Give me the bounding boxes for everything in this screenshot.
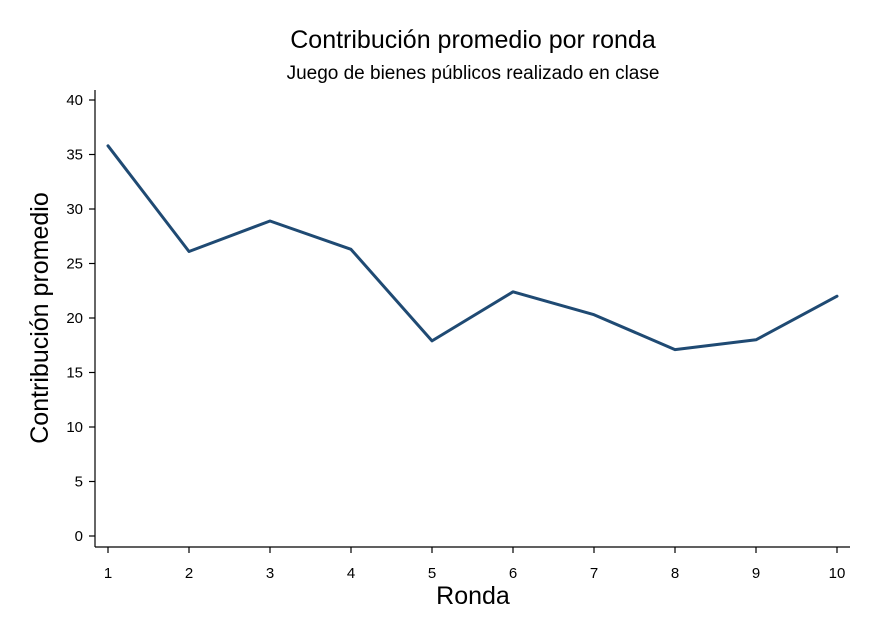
x-tick-label: 5 <box>428 565 436 582</box>
chart-subtitle: Juego de bienes públicos realizado en cl… <box>287 63 660 84</box>
x-tick-label: 7 <box>590 565 598 582</box>
series-group <box>106 144 839 352</box>
y-tick-label: 15 <box>66 365 83 382</box>
x-tick-label: 3 <box>266 565 274 582</box>
x-tick-label: 4 <box>347 565 355 582</box>
y-tick-label: 35 <box>66 147 83 164</box>
y-tick-label: 0 <box>75 528 83 545</box>
x-tick-label: 9 <box>752 565 760 582</box>
y-axis-title: Contribución promedio <box>26 192 54 444</box>
x-ticks: 1 2 3 4 5 6 7 8 9 10 <box>104 547 846 582</box>
y-tick-label: 25 <box>66 256 83 273</box>
x-tick-label: 8 <box>671 565 679 582</box>
x-tick-label: 10 <box>829 565 846 582</box>
y-tick-label: 30 <box>66 201 83 218</box>
y-ticks: 0 5 10 15 20 25 30 35 40 <box>66 92 95 545</box>
y-tick-label: 40 <box>66 92 83 109</box>
y-tick-label: 5 <box>75 474 83 491</box>
x-tick-label: 1 <box>104 565 112 582</box>
y-tick-label: 20 <box>66 310 83 327</box>
x-axis-title: Ronda <box>436 582 510 610</box>
y-tick-label: 10 <box>66 419 83 436</box>
series-line <box>106 144 839 352</box>
chart-title: Contribución promedio por ronda <box>290 26 656 54</box>
x-tick-label: 2 <box>185 565 193 582</box>
x-tick-label: 6 <box>509 565 517 582</box>
